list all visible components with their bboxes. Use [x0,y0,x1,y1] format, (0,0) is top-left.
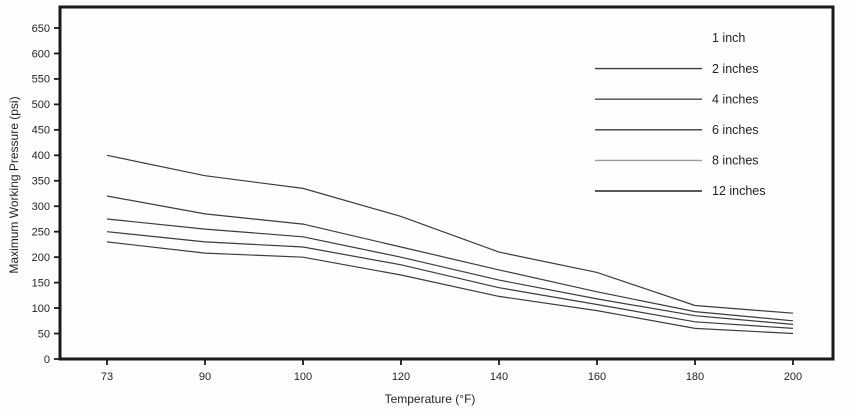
y-axis-title: Maximum Working Pressure (psi) [7,96,21,274]
legend-label: 6 inches [712,123,759,137]
x-tick-label: 90 [199,371,211,383]
legend-label: 2 inches [712,62,759,76]
x-tick-label: 73 [101,371,113,383]
y-tick-label: 650 [32,23,50,35]
y-tick-label: 500 [32,99,50,111]
x-axis-title: Temperature (°F) [384,392,476,406]
legend-label: 4 inches [712,92,759,106]
x-tick-label: 160 [588,371,606,383]
series-line-12-inches [106,241,794,335]
y-tick-label: 350 [32,176,50,188]
y-tick-label: 50 [38,328,50,340]
x-tick-label: 140 [490,371,508,383]
y-tick-label: 250 [32,226,50,238]
x-tick-label: 180 [686,371,704,383]
y-tick-label: 300 [32,201,50,213]
plot-border [58,5,835,361]
legend-label: 8 inches [712,154,759,168]
series-line-6-inches [106,218,794,325]
y-tick-label: 600 [32,48,50,60]
x-tick-label: 200 [784,371,802,383]
series-line-2-inches [106,154,794,314]
x-tick-label: 100 [294,371,312,383]
series-line-8-inches [106,231,794,329]
y-tick-label: 0 [44,354,50,366]
y-tick-label: 400 [32,150,50,162]
x-tick-label: 120 [392,371,410,383]
legend-label: 1 inch [712,31,745,45]
y-tick-label: 150 [32,277,50,289]
y-tick-label: 100 [32,303,50,315]
y-tick-label: 450 [32,125,50,137]
y-tick-label: 200 [32,252,50,264]
legend-label: 12 inches [712,184,766,198]
series-line-4-inches [106,195,794,322]
y-tick-label: 550 [32,74,50,86]
